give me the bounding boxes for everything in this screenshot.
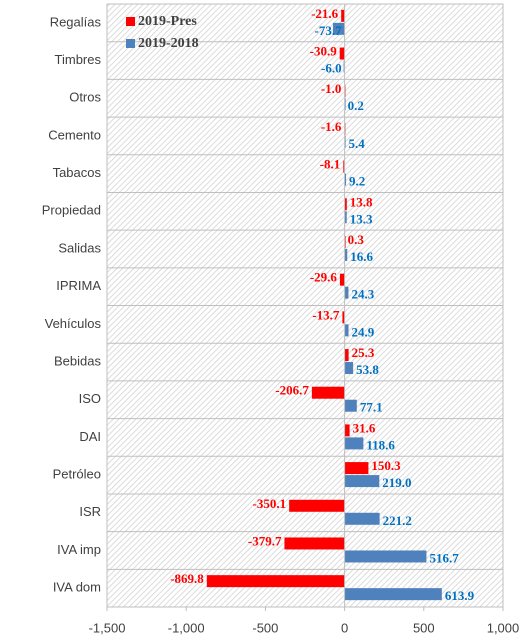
- value-label: -206.7: [275, 383, 309, 398]
- x-tick-label: -1,500: [89, 620, 126, 635]
- value-label: -379.7: [248, 533, 282, 548]
- bar: [344, 324, 349, 337]
- value-label: -8.1: [320, 157, 341, 172]
- y-tick-label: ISO: [79, 391, 101, 406]
- bar: [289, 499, 345, 512]
- bar: [332, 22, 345, 35]
- y-tick-label: Regalías: [50, 14, 102, 29]
- x-tick-label: 0: [341, 620, 348, 635]
- bar: [339, 47, 345, 60]
- value-label: 25.3: [352, 345, 375, 360]
- y-tick-label: IVA imp: [57, 542, 101, 557]
- value-label: 150.3: [371, 458, 401, 473]
- x-tick-label: -1,000: [168, 620, 205, 635]
- value-label: -350.1: [253, 496, 287, 511]
- y-tick-label: IVA dom: [53, 580, 101, 595]
- bar: [344, 362, 354, 375]
- y-tick-label: Bebidas: [54, 353, 101, 368]
- bar: [344, 550, 427, 563]
- value-label: 0.3: [348, 232, 365, 247]
- y-tick-label: Otros: [69, 90, 101, 105]
- legend-label: 2019-2018: [138, 36, 199, 51]
- x-tick-label: -500: [252, 620, 278, 635]
- bar: [344, 173, 347, 186]
- y-tick-label: Vehículos: [45, 316, 102, 331]
- bar: [344, 211, 347, 224]
- value-label: 13.3: [350, 211, 373, 226]
- value-label: 221.2: [383, 513, 412, 528]
- value-label: -6.0: [321, 61, 342, 76]
- value-label: 613.9: [445, 588, 475, 603]
- value-label: 516.7: [429, 550, 459, 565]
- y-tick-label: Petróleo: [53, 467, 101, 482]
- value-label: 0.2: [348, 98, 364, 113]
- bar: [339, 273, 345, 286]
- y-tick-label: DAI: [79, 429, 101, 444]
- y-tick-label: Cemento: [48, 127, 101, 142]
- x-tick-label: 500: [413, 620, 435, 635]
- bar: [311, 386, 345, 399]
- value-label: -13.7: [312, 307, 340, 322]
- bar: [344, 512, 380, 525]
- value-label: -1.6: [321, 119, 342, 134]
- value-label: 53.8: [356, 362, 379, 377]
- bar: [344, 424, 350, 437]
- x-tick-label: 1,000: [487, 620, 520, 635]
- value-label: -73.7: [315, 23, 343, 38]
- bar: [341, 9, 345, 22]
- bar: [344, 286, 349, 299]
- legend-swatch: [126, 17, 135, 26]
- bar: [342, 311, 345, 324]
- y-tick-label: Tabacos: [53, 165, 102, 180]
- bar: [344, 349, 349, 362]
- value-label: -1.0: [321, 81, 342, 96]
- bar: [343, 160, 345, 173]
- value-label: 219.0: [382, 475, 411, 490]
- legend-label: 2019-Pres: [138, 14, 197, 29]
- bar: [344, 462, 369, 475]
- y-tick-label: Timbres: [55, 52, 102, 67]
- value-label: 5.4: [348, 136, 365, 151]
- value-label: -29.6: [310, 270, 338, 285]
- value-label: 24.3: [351, 287, 374, 302]
- bar: [206, 575, 345, 588]
- value-label: 118.6: [366, 437, 395, 452]
- bar: [344, 437, 364, 450]
- value-label: -30.9: [310, 44, 338, 59]
- value-label: 24.9: [352, 324, 375, 339]
- bar: [344, 399, 357, 412]
- value-label: 77.1: [360, 400, 383, 415]
- value-label: 13.8: [350, 194, 373, 209]
- bar: [344, 588, 442, 601]
- y-tick-label: Propiedad: [42, 203, 101, 218]
- y-tick-label: Salidas: [58, 240, 101, 255]
- value-label: -21.6: [311, 6, 339, 21]
- value-label: -869.8: [170, 571, 204, 586]
- bar: [344, 248, 348, 261]
- legend-swatch: [126, 39, 135, 48]
- value-label: 9.2: [349, 174, 365, 189]
- bar: [344, 198, 347, 211]
- y-tick-label: IPRIMA: [56, 278, 101, 293]
- y-tick-label: ISR: [79, 504, 101, 519]
- bar: [344, 475, 380, 488]
- value-label: 31.6: [353, 420, 376, 435]
- value-label: 16.6: [350, 249, 373, 264]
- bar: [284, 537, 345, 550]
